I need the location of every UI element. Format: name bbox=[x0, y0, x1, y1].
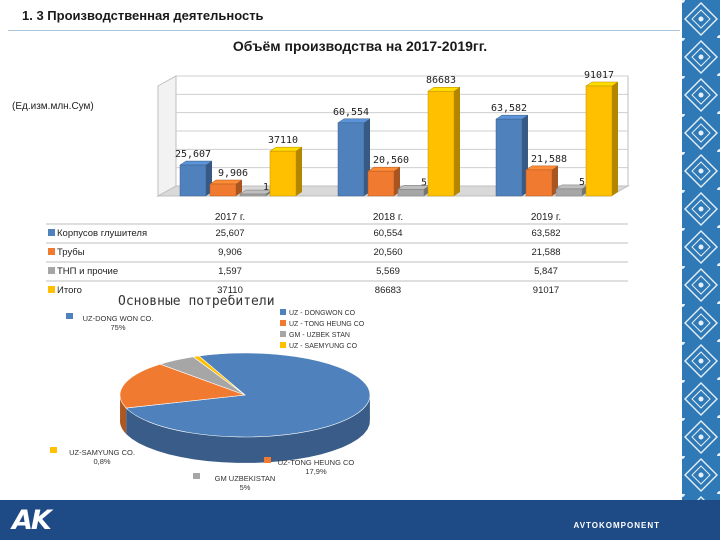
slice-label-swatch bbox=[264, 457, 271, 463]
slice-percent: 5% bbox=[240, 483, 251, 492]
data-label: 91017 bbox=[584, 70, 614, 81]
legend-swatch bbox=[48, 286, 55, 293]
series-name: Трубы bbox=[57, 247, 85, 258]
legend-swatch bbox=[48, 229, 55, 236]
legend-label: GM - UZBEK STAN bbox=[289, 332, 350, 339]
plot-side-wall bbox=[157, 75, 177, 197]
category-label: 2018 г. bbox=[373, 212, 403, 223]
bar bbox=[555, 188, 583, 197]
data-label: 20,560 bbox=[373, 155, 409, 166]
table-cell: 37110 bbox=[217, 285, 243, 296]
pie-slice bbox=[125, 352, 371, 438]
table-cell: 63,582 bbox=[531, 228, 560, 239]
pie-slice bbox=[192, 355, 246, 396]
category-label: 2017 г. bbox=[215, 212, 245, 223]
slice-name: UZ-TONG HEUNG CO bbox=[278, 458, 355, 467]
data-label: 60,554 bbox=[333, 107, 369, 118]
unit-label: (Ед.изм.млн.Сум) bbox=[12, 101, 94, 112]
legend-swatch bbox=[280, 342, 286, 348]
table-cell: 20,560 bbox=[373, 247, 402, 258]
legend-label: UZ - TONG HEUNG CO bbox=[289, 321, 365, 328]
pie-slice bbox=[119, 363, 246, 409]
slice-label-swatch bbox=[50, 447, 57, 453]
header-divider bbox=[8, 30, 680, 31]
category-label: 2019 г. bbox=[531, 212, 561, 223]
data-label: 21,588 bbox=[531, 154, 567, 165]
slice-name: UZ-DONG WON CO. bbox=[83, 314, 154, 323]
pie-chart: Основные потребители UZ-DONG WON CO.75% UZ… bbox=[50, 295, 371, 492]
table-cell: 5,847 bbox=[534, 266, 558, 277]
slice-name: GM UZBEKISTAN bbox=[215, 474, 276, 483]
company-logo: AK bbox=[12, 505, 52, 536]
brand-name: AVTOKOMPONENT bbox=[573, 521, 660, 530]
table-cell: 91017 bbox=[533, 285, 559, 296]
legend-swatch bbox=[280, 309, 286, 315]
bar bbox=[337, 122, 365, 197]
page-title: 1. 3 Производственная деятельность bbox=[22, 8, 264, 23]
legend-label: UZ - DONGWON CO bbox=[289, 310, 356, 317]
table-cell: 1,597 bbox=[218, 266, 242, 277]
table-cell: 86683 bbox=[375, 285, 401, 296]
table-cell: 21,588 bbox=[531, 247, 560, 258]
legend-swatch bbox=[280, 320, 286, 326]
bar-side bbox=[296, 147, 302, 196]
side-ornament bbox=[682, 0, 720, 520]
data-label: 25,607 bbox=[175, 149, 211, 160]
slice-percent: 0,8% bbox=[93, 457, 110, 466]
pie-slice-side bbox=[126, 393, 370, 463]
slice-label-swatch bbox=[66, 313, 73, 319]
footer-bar: AK AVTOKOMPONENT bbox=[0, 500, 720, 540]
slice-label-swatch bbox=[193, 473, 200, 479]
bar-side bbox=[454, 87, 460, 196]
series-name: Корпусов глушителя bbox=[57, 228, 147, 239]
bar bbox=[269, 150, 297, 197]
chart-title: Объём производства на 2017-2019гг. bbox=[233, 38, 487, 54]
data-label: 63,582 bbox=[491, 103, 527, 114]
table-cell: 60,554 bbox=[373, 228, 402, 239]
bar bbox=[427, 90, 455, 197]
table-cell: 9,906 bbox=[218, 247, 242, 258]
slice-name: UZ-SAMYUNG CO. bbox=[69, 448, 135, 457]
slice-percent: 17,9% bbox=[305, 467, 327, 476]
bar bbox=[179, 164, 207, 197]
pie-slice-side bbox=[120, 393, 127, 435]
bar-chart: Объём производства на 2017-2019гг. (Ед.из… bbox=[12, 38, 630, 296]
bar bbox=[495, 118, 523, 197]
ornament-pattern-icon bbox=[682, 0, 720, 520]
series-name: ТНП и прочие bbox=[57, 266, 118, 277]
bar bbox=[367, 170, 395, 197]
bar bbox=[525, 169, 553, 197]
bar bbox=[585, 85, 613, 197]
series-name: Итого bbox=[57, 285, 82, 296]
bar-side bbox=[612, 82, 618, 196]
bar bbox=[209, 183, 237, 197]
data-label: 9,906 bbox=[218, 168, 248, 179]
data-label: 37110 bbox=[268, 135, 298, 146]
data-label: 86683 bbox=[426, 75, 456, 86]
bar-side bbox=[236, 180, 242, 196]
bar bbox=[239, 193, 267, 197]
table-cell: 5,569 bbox=[376, 266, 400, 277]
table-cell: 25,607 bbox=[215, 228, 244, 239]
bar bbox=[397, 189, 425, 197]
pie-title: Основные потребители bbox=[118, 295, 275, 309]
legend-swatch bbox=[48, 248, 55, 255]
legend-swatch bbox=[48, 267, 55, 274]
slice-percent: 75% bbox=[110, 323, 125, 332]
legend-swatch bbox=[280, 331, 286, 337]
legend-label: UZ - SAEMYUNG CO bbox=[289, 343, 358, 350]
